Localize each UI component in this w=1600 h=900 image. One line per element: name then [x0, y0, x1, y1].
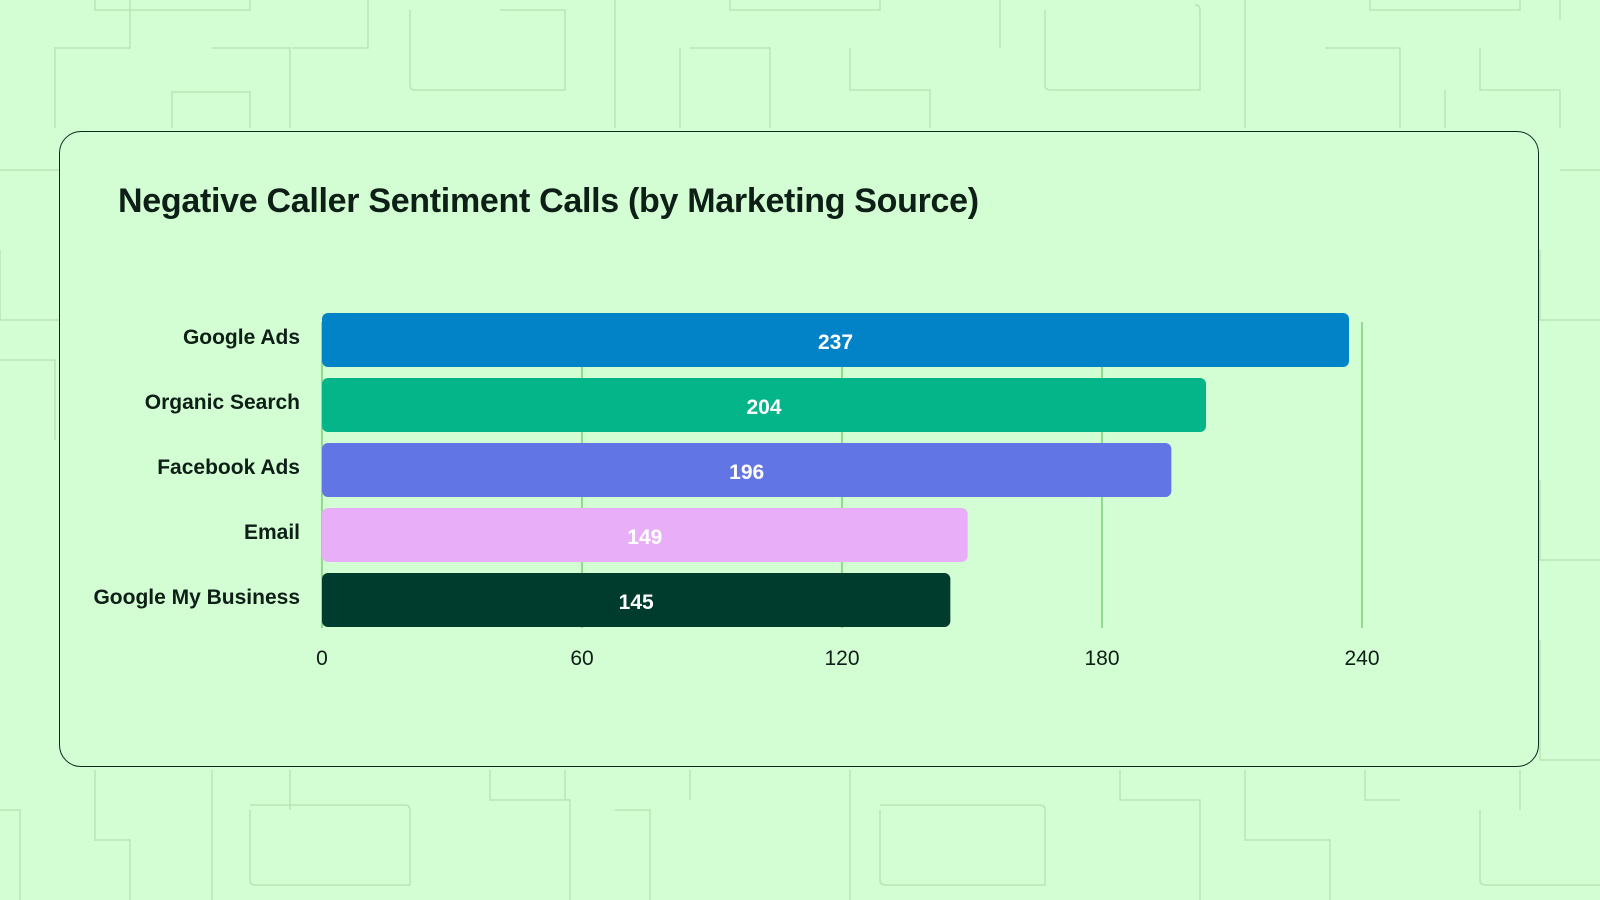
x-tick-label-120: 120	[824, 647, 859, 670]
category-label-facebook-ads: Facebook Ads	[157, 456, 300, 479]
bar-organic-search	[322, 378, 1206, 432]
bar-email	[322, 508, 968, 562]
bar-facebook-ads	[322, 443, 1172, 497]
category-label-google-ads: Google Ads	[183, 326, 300, 349]
bar-chart: 237 204 196 149 145 Google Ads Organic Search F…	[93, 313, 1380, 670]
x-tick-label-180: 180	[1084, 647, 1119, 670]
chart-card: Negative Caller Sentiment Calls (by Mark…	[59, 131, 1539, 767]
bar-google-my-business	[322, 573, 951, 627]
category-label-organic-search: Organic Search	[145, 391, 300, 414]
bars: 237 204 196 149 145	[322, 313, 1349, 627]
chart-title: Negative Caller Sentiment Calls (by Mark…	[118, 182, 979, 220]
bar-google-ads	[322, 313, 1349, 367]
value-label-google-my-business: 145	[619, 591, 654, 614]
value-label-email: 149	[627, 526, 662, 549]
category-label-google-my-business: Google My Business	[93, 586, 300, 609]
x-tick-label-60: 60	[570, 647, 593, 670]
x-tick-label-240: 240	[1344, 647, 1379, 670]
category-label-email: Email	[244, 521, 300, 544]
x-tick-label-0: 0	[316, 647, 328, 670]
value-label-facebook-ads: 196	[729, 461, 764, 484]
value-label-google-ads: 237	[818, 331, 853, 354]
value-label-organic-search: 204	[746, 396, 781, 419]
